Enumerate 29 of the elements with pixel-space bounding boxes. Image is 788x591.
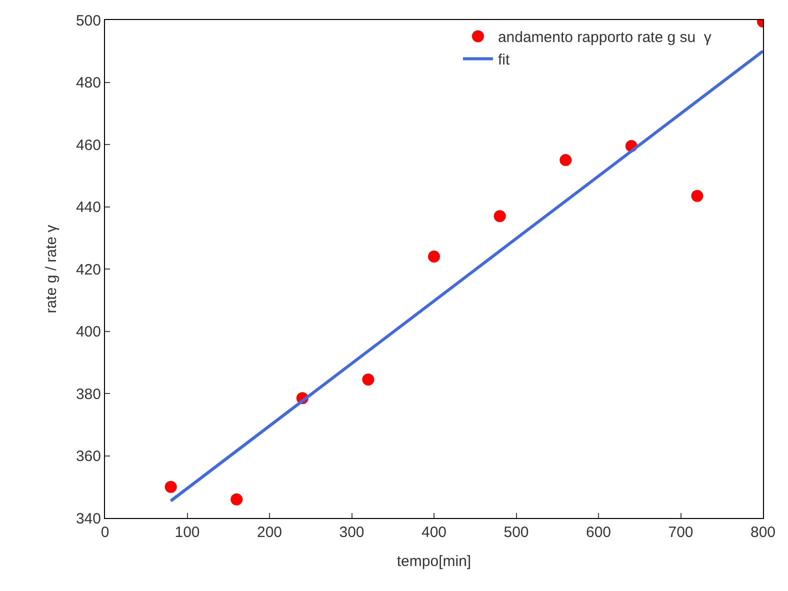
x-tick-label: 600 [586, 524, 612, 541]
point [494, 210, 506, 222]
legend-label: fit [498, 52, 510, 69]
x-tick-label: 500 [504, 524, 529, 541]
legend-label: andamento rapporto rate g su γ [498, 29, 712, 46]
point [164, 480, 177, 493]
point [560, 154, 572, 166]
point [428, 250, 440, 263]
x-tick-label: 0 [100, 524, 110, 541]
y-axis-title: rate g / rate γ [43, 224, 60, 314]
x-tick-label: 300 [339, 524, 364, 541]
x-tick-label: 100 [174, 524, 200, 541]
y-tick-label: 360 [76, 448, 101, 465]
y-tick-label: 480 [76, 74, 101, 92]
y-tick-label: 420 [76, 261, 101, 278]
point [691, 190, 704, 202]
y-tick-label: 380 [76, 386, 101, 403]
y-tick-label: 460 [76, 136, 101, 154]
x-tick-label: 200 [256, 524, 282, 541]
y-tick-label: 440 [76, 199, 101, 216]
x-tick-label: 400 [421, 524, 447, 541]
y-tick-label: 400 [76, 324, 101, 340]
y-tick-label: 500 [76, 12, 101, 30]
x-tick-label: 700 [668, 524, 694, 541]
point [362, 373, 374, 386]
y-tick-label: 340 [76, 510, 101, 528]
x-tick-label: 800 [750, 524, 776, 541]
x-axis-title: tempo[min] [396, 553, 472, 570]
point [230, 493, 243, 506]
